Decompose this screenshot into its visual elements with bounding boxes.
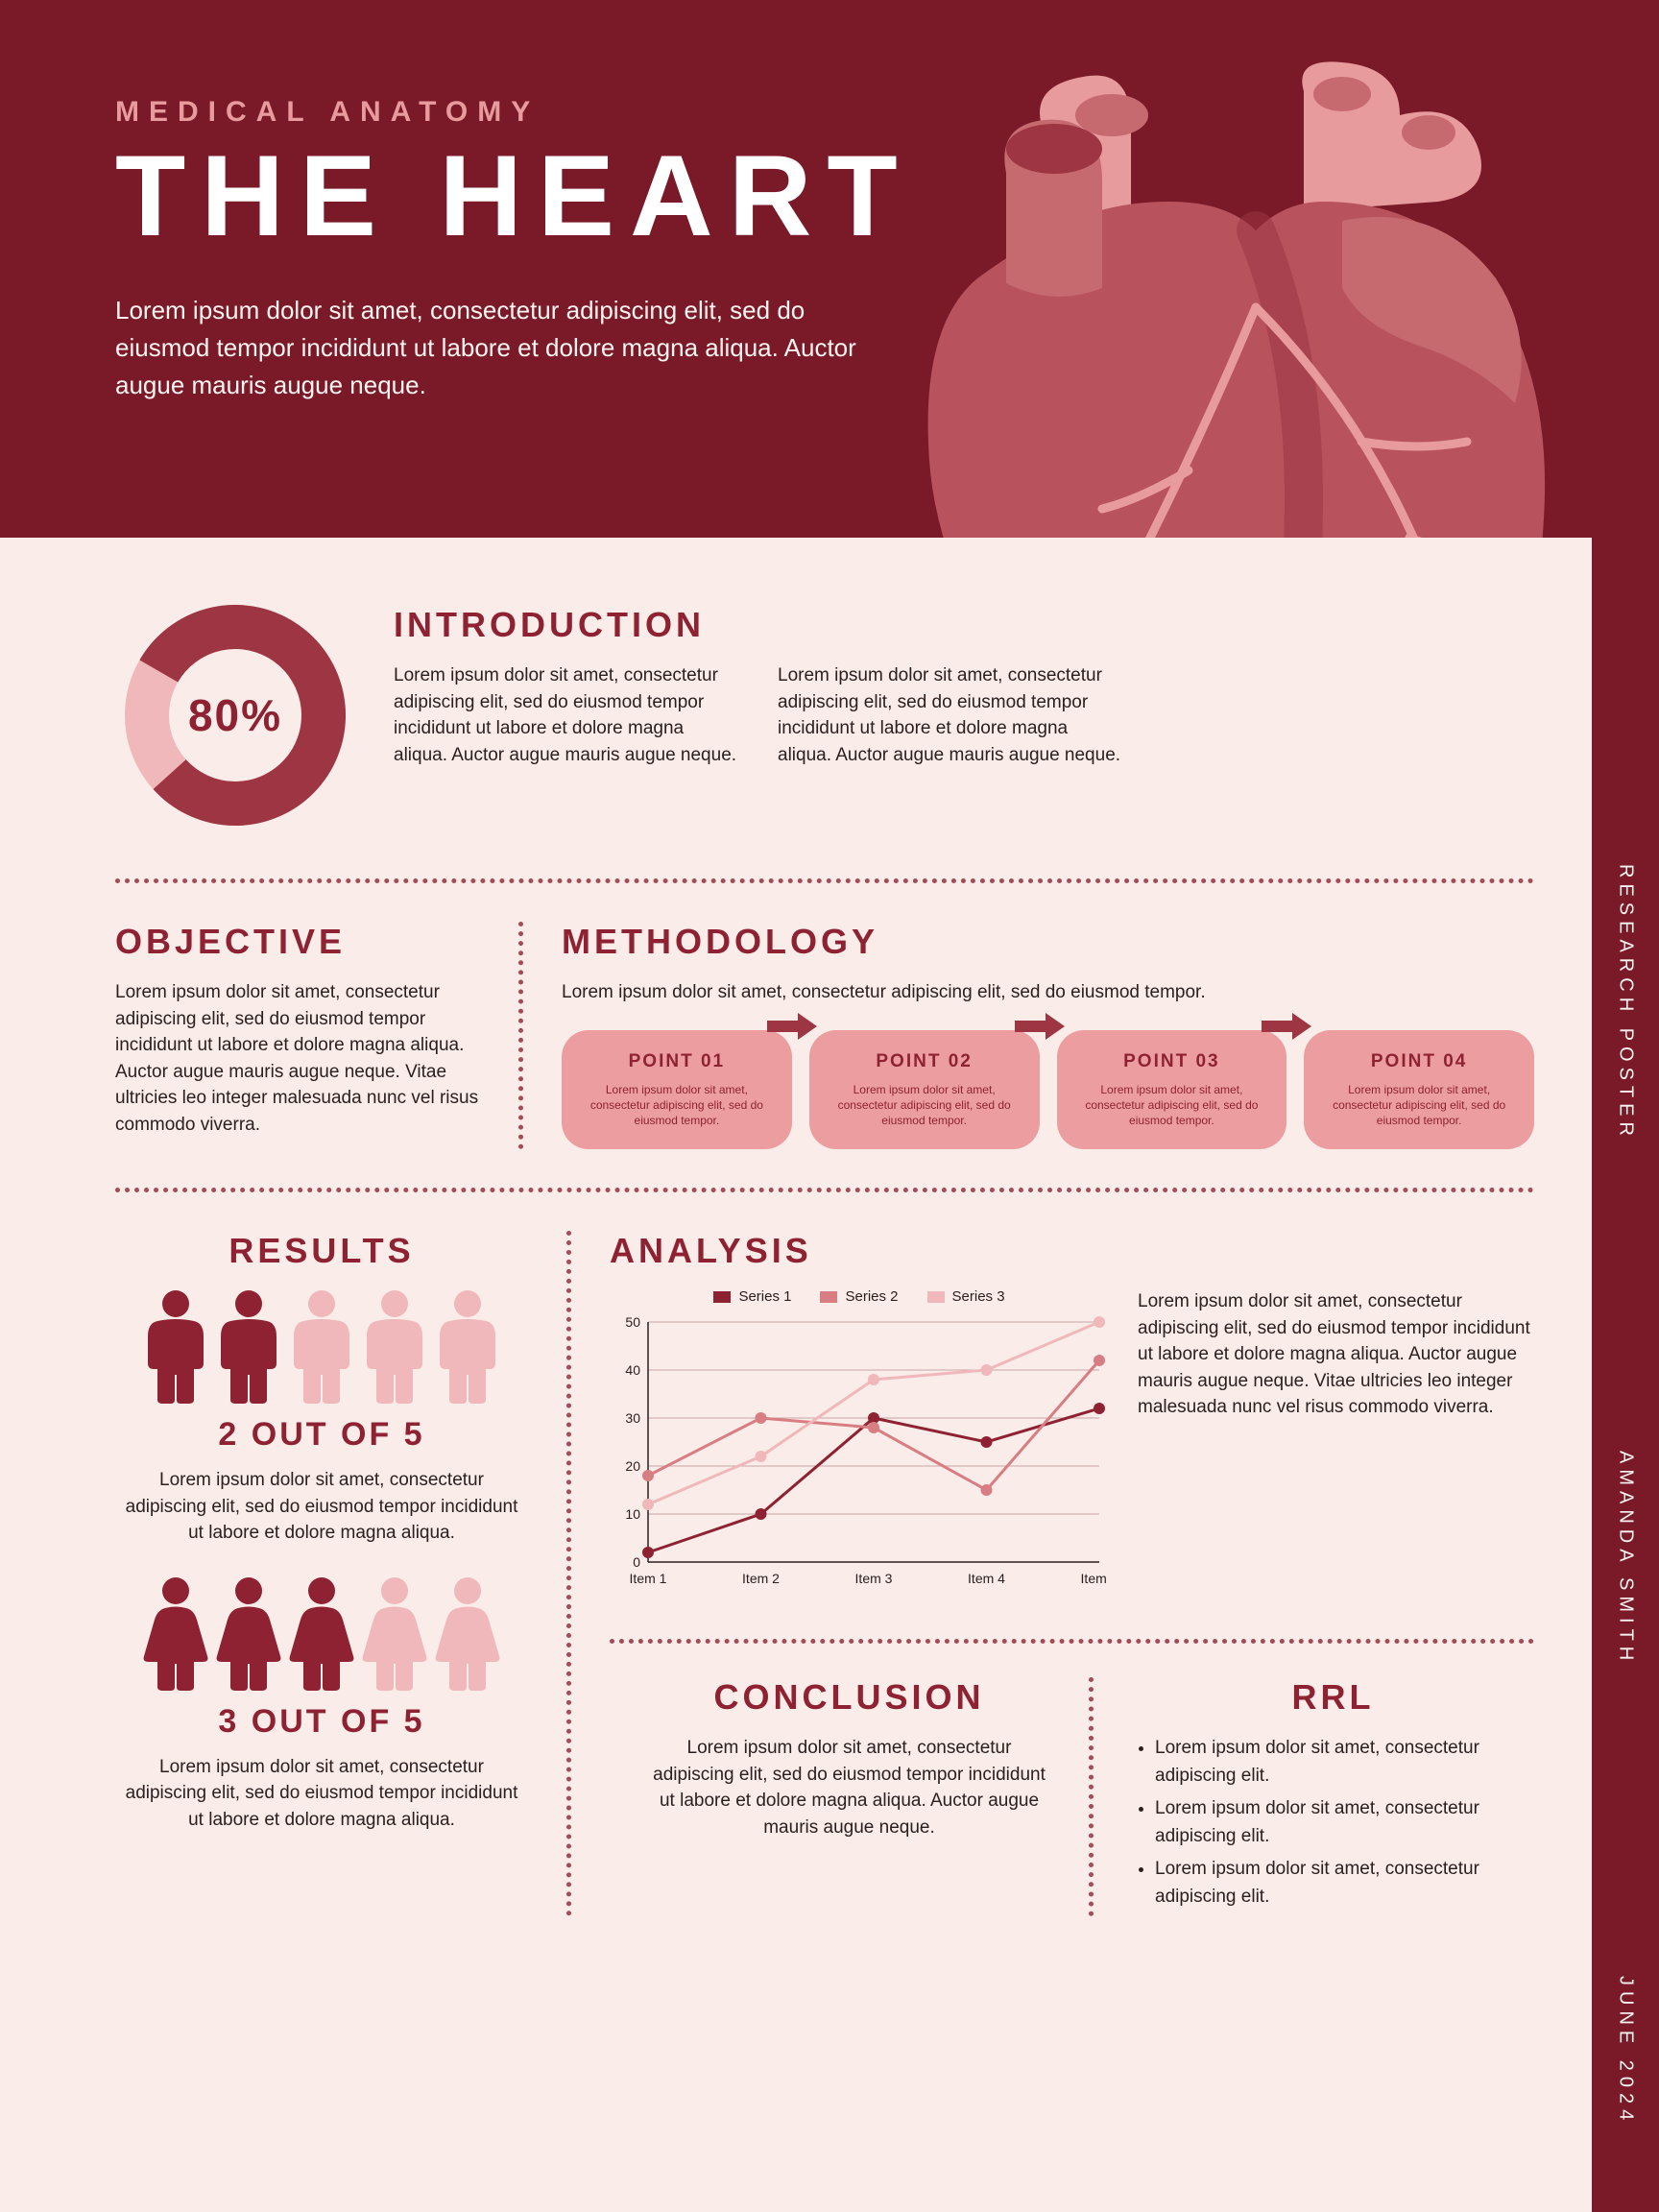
header-body: Lorem ipsum dolor sit amet, consectetur … — [115, 292, 902, 404]
donut-label: 80% — [125, 605, 346, 826]
woman-icon — [361, 1575, 428, 1695]
legend-swatch — [927, 1291, 945, 1303]
man-icon — [434, 1288, 501, 1408]
donut-chart: 80% — [115, 605, 355, 826]
legend-swatch — [713, 1291, 731, 1303]
intro-row: 80% INTRODUCTION Lorem ipsum dolor sit a… — [115, 605, 1534, 826]
results-section: RESULTS 2 OUT OF 5 Lorem ipsum dolor sit… — [115, 1231, 566, 1916]
methodology-sub: Lorem ipsum dolor sit amet, consectetur … — [562, 979, 1534, 1006]
svg-text:Item 5: Item 5 — [1081, 1571, 1109, 1586]
svg-text:Item 2: Item 2 — [742, 1571, 780, 1586]
arrow-icon — [1013, 1009, 1067, 1048]
row-objective-methodology: OBJECTIVE Lorem ipsum dolor sit amet, co… — [115, 922, 1534, 1188]
page-title: THE HEART — [115, 138, 1544, 253]
rrl-item: Lorem ipsum dolor sit amet, consectetur … — [1155, 1795, 1534, 1850]
legend-label: Series 1 — [738, 1288, 791, 1305]
woman-icon — [215, 1575, 282, 1695]
woman-icon — [434, 1575, 501, 1695]
chart-svg: 0 10 20 30 40 50 Item 1 Item 2 Item 3 Item 4 Item … — [610, 1312, 1109, 1600]
intro-col-1: Lorem ipsum dolor sit amet, consectetur … — [394, 662, 739, 768]
arrow-icon — [765, 1009, 819, 1048]
rrl-title: RRL — [1132, 1677, 1534, 1718]
svg-text:50: 50 — [625, 1314, 640, 1330]
legend-label: Series 2 — [845, 1288, 898, 1305]
rrl-item: Lorem ipsum dolor sit amet, consectetur … — [1155, 1735, 1534, 1790]
sidebar-label-b: AMANDA SMITH — [1615, 1451, 1637, 1666]
man-icon — [215, 1288, 282, 1408]
man-icon — [361, 1288, 428, 1408]
methodology-point: POINT 03 Lorem ipsum dolor sit amet, con… — [1057, 1030, 1287, 1150]
svg-text:Item 3: Item 3 — [855, 1571, 893, 1586]
rrl-list: Lorem ipsum dolor sit amet, consectetur … — [1132, 1735, 1534, 1911]
row-results-analysis: RESULTS 2 OUT OF 5 Lorem ipsum dolor sit… — [115, 1231, 1534, 1916]
arrow-icon — [1260, 1009, 1313, 1048]
svg-text:10: 10 — [625, 1506, 640, 1522]
point-title: POINT 01 — [575, 1051, 779, 1072]
methodology-section: METHODOLOGY Lorem ipsum dolor sit amet, … — [523, 922, 1534, 1149]
rrl-section: RRL Lorem ipsum dolor sit amet, consecte… — [1094, 1677, 1534, 1916]
methodology-points: POINT 01 Lorem ipsum dolor sit amet, con… — [562, 1030, 1534, 1150]
woman-icon — [288, 1575, 355, 1695]
sidebar-strip: RESEARCH POSTER AMANDA SMITH JUNE 2024 — [1592, 538, 1659, 2212]
svg-text:40: 40 — [625, 1362, 640, 1378]
rrl-item: Lorem ipsum dolor sit amet, consectetur … — [1155, 1856, 1534, 1911]
legend-item: Series 3 — [927, 1288, 1005, 1305]
woman-icon — [142, 1575, 209, 1695]
methodology-point: POINT 01 Lorem ipsum dolor sit amet, con… — [562, 1030, 792, 1150]
point-body: Lorem ipsum dolor sit amet, consectetur … — [823, 1082, 1026, 1129]
conclusion-section: CONCLUSION Lorem ipsum dolor sit amet, c… — [610, 1677, 1089, 1916]
point-title: POINT 04 — [1317, 1051, 1521, 1072]
svg-text:0: 0 — [633, 1554, 640, 1570]
results-title: RESULTS — [115, 1231, 528, 1271]
sidebar-label-c: JUNE 2024 — [1615, 1976, 1637, 2126]
legend-item: Series 1 — [713, 1288, 791, 1305]
sidebar-label-a: RESEARCH POSTER — [1615, 864, 1637, 1142]
line-chart: Series 1 Series 2 Series 3 0 10 20 30 40 50 Item… — [610, 1288, 1109, 1605]
point-title: POINT 03 — [1070, 1051, 1274, 1072]
intro-col-2: Lorem ipsum dolor sit amet, consectetur … — [778, 662, 1123, 768]
divider — [610, 1639, 1534, 1644]
main-content: 80% INTRODUCTION Lorem ipsum dolor sit a… — [0, 538, 1592, 1974]
stat1-label: 2 OUT OF 5 — [115, 1416, 528, 1454]
methodology-title: METHODOLOGY — [562, 922, 1534, 962]
svg-text:20: 20 — [625, 1458, 640, 1474]
point-body: Lorem ipsum dolor sit amet, consectetur … — [575, 1082, 779, 1129]
divider — [115, 878, 1534, 883]
intro-title: INTRODUCTION — [394, 605, 1534, 645]
legend-swatch — [820, 1291, 837, 1303]
point-title: POINT 02 — [823, 1051, 1026, 1072]
conclusion-body: Lorem ipsum dolor sit amet, consectetur … — [648, 1735, 1050, 1840]
methodology-point: POINT 04 Lorem ipsum dolor sit amet, con… — [1304, 1030, 1534, 1150]
divider — [115, 1188, 1534, 1192]
analysis-section: ANALYSIS Series 1 Series 2 Series 3 0 10 20 3… — [571, 1231, 1534, 1916]
svg-text:Item 4: Item 4 — [968, 1571, 1005, 1586]
objective-title: OBJECTIVE — [115, 922, 480, 962]
methodology-point: POINT 02 Lorem ipsum dolor sit amet, con… — [809, 1030, 1040, 1150]
conclusion-title: CONCLUSION — [648, 1677, 1050, 1718]
point-body: Lorem ipsum dolor sit amet, consectetur … — [1317, 1082, 1521, 1129]
svg-text:Item 1: Item 1 — [630, 1571, 667, 1586]
legend-label: Series 3 — [952, 1288, 1005, 1305]
analysis-title: ANALYSIS — [610, 1231, 1534, 1271]
point-body: Lorem ipsum dolor sit amet, consectetur … — [1070, 1082, 1274, 1129]
analysis-body: Lorem ipsum dolor sit amet, consectetur … — [1138, 1288, 1534, 1605]
row-conclusion-rrl: CONCLUSION Lorem ipsum dolor sit amet, c… — [610, 1677, 1534, 1916]
chart-legend: Series 1 Series 2 Series 3 — [610, 1288, 1109, 1305]
objective-body: Lorem ipsum dolor sit amet, consectetur … — [115, 979, 480, 1138]
legend-item: Series 2 — [820, 1288, 898, 1305]
eyebrow: MEDICAL ANATOMY — [115, 96, 1544, 129]
stat1-body: Lorem ipsum dolor sit amet, consectetur … — [115, 1467, 528, 1547]
stat2-label: 3 OUT OF 5 — [115, 1703, 528, 1741]
man-icon — [142, 1288, 209, 1408]
stat2-body: Lorem ipsum dolor sit amet, consectetur … — [115, 1754, 528, 1834]
people-stat-2 — [115, 1575, 528, 1695]
svg-text:30: 30 — [625, 1410, 640, 1426]
header: MEDICAL ANATOMY THE HEART Lorem ipsum do… — [0, 0, 1659, 538]
people-stat-1 — [115, 1288, 528, 1408]
objective-section: OBJECTIVE Lorem ipsum dolor sit amet, co… — [115, 922, 518, 1149]
man-icon — [288, 1288, 355, 1408]
